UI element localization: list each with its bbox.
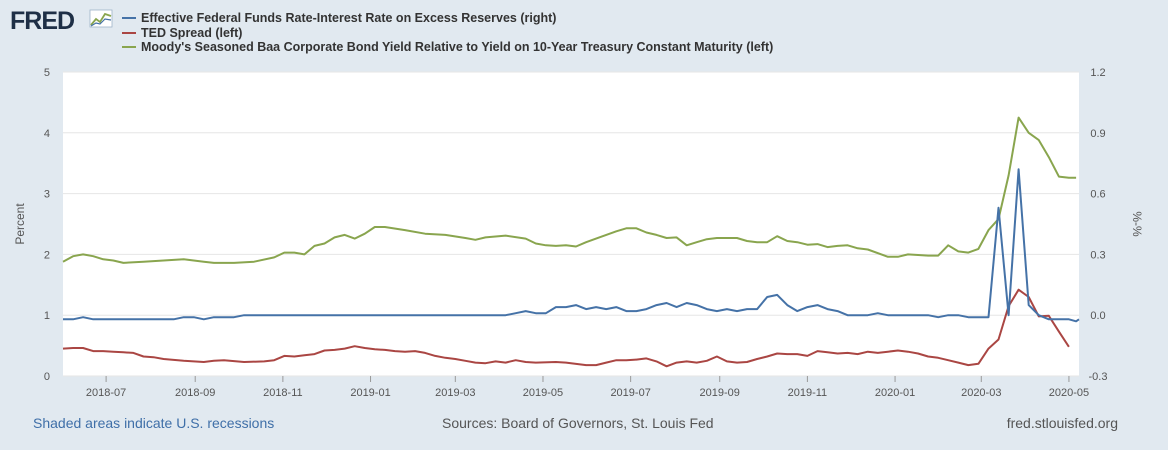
y-left-tick-label: 0 xyxy=(44,371,50,383)
x-tick-label: 2019-01 xyxy=(350,387,390,399)
legend-label-baa: Moody's Seasoned Baa Corporate Bond Yiel… xyxy=(141,40,774,55)
y-left-tick-label: 4 xyxy=(44,128,50,140)
gridlines xyxy=(63,71,1079,377)
y-left-tick-label: 5 xyxy=(44,67,50,79)
sources-text: Sources: Board of Governors, St. Louis F… xyxy=(442,415,714,431)
legend-item-baa: Moody's Seasoned Baa Corporate Bond Yiel… xyxy=(122,40,773,55)
series-layer xyxy=(62,116,1080,368)
plot-area xyxy=(63,72,1079,376)
x-axis: 2018-07 2018-09 2018-11 2019-01 2019-03 2019-… xyxy=(86,376,1089,399)
y-axis-right: -0.3 0.0 0.3 0.6 0.9 1.2 xyxy=(1089,67,1108,383)
legend-label-ted: TED Spread (left) xyxy=(141,25,243,40)
series-line-baa-spread[interactable] xyxy=(62,116,1077,264)
series-line-iorb-spread[interactable] xyxy=(63,168,1080,323)
y-right-tick-label: -0.3 xyxy=(1089,371,1108,383)
y-axis-right-title: %-% xyxy=(1130,211,1144,237)
y-left-tick-label: 3 xyxy=(44,189,50,201)
y-right-tick-label: 0.0 xyxy=(1090,310,1105,322)
x-tick-label: 2019-05 xyxy=(523,387,563,399)
x-tick-label: 2018-11 xyxy=(263,387,303,399)
x-tick-label: 2019-07 xyxy=(610,387,650,399)
x-tick-label: 2018-07 xyxy=(86,387,126,399)
x-tick-label: 2020-05 xyxy=(1049,387,1089,399)
y-axis-left: 0 1 2 3 4 5 xyxy=(44,67,50,383)
y-right-tick-label: 0.6 xyxy=(1090,189,1105,201)
legend-item-iorb: Effective Federal Funds Rate-Interest Ra… xyxy=(122,11,773,26)
chart-legend: Effective Federal Funds Rate-Interest Ra… xyxy=(122,11,773,55)
recession-note-link[interactable]: Shaded areas indicate U.S. recessions xyxy=(33,415,275,431)
legend-label-iorb: Effective Federal Funds Rate-Interest Ra… xyxy=(141,11,557,26)
legend-item-ted: TED Spread (left) xyxy=(122,26,773,41)
y-left-tick-label: 1 xyxy=(44,310,50,322)
series-line-ted-spread[interactable] xyxy=(62,288,1070,368)
fred-chart-icon xyxy=(89,9,113,28)
x-tick-label: 2020-03 xyxy=(961,387,1001,399)
fred-logo-text: FRED xyxy=(10,7,74,35)
chart-footer: Shaded areas indicate U.S. recessions So… xyxy=(0,415,1168,437)
x-tick-label: 2019-11 xyxy=(788,387,828,399)
y-axis-left-title: Percent xyxy=(13,203,27,245)
x-tick-label: 2018-09 xyxy=(175,387,215,399)
y-right-tick-label: 0.9 xyxy=(1090,128,1105,140)
site-url-text: fred.stlouisfed.org xyxy=(1006,415,1118,431)
legend-swatch-iorb xyxy=(122,17,136,20)
x-tick-label: 2019-03 xyxy=(435,387,475,399)
x-tick-label: 2019-09 xyxy=(700,387,740,399)
legend-swatch-ted xyxy=(122,31,136,34)
fred-logo[interactable]: FRED xyxy=(10,6,120,36)
y-right-tick-label: 1.2 xyxy=(1090,67,1105,79)
x-tick-label: 2020-01 xyxy=(875,387,915,399)
legend-swatch-baa xyxy=(122,46,136,49)
y-right-tick-label: 0.3 xyxy=(1090,249,1105,261)
y-left-tick-label: 2 xyxy=(44,249,50,261)
